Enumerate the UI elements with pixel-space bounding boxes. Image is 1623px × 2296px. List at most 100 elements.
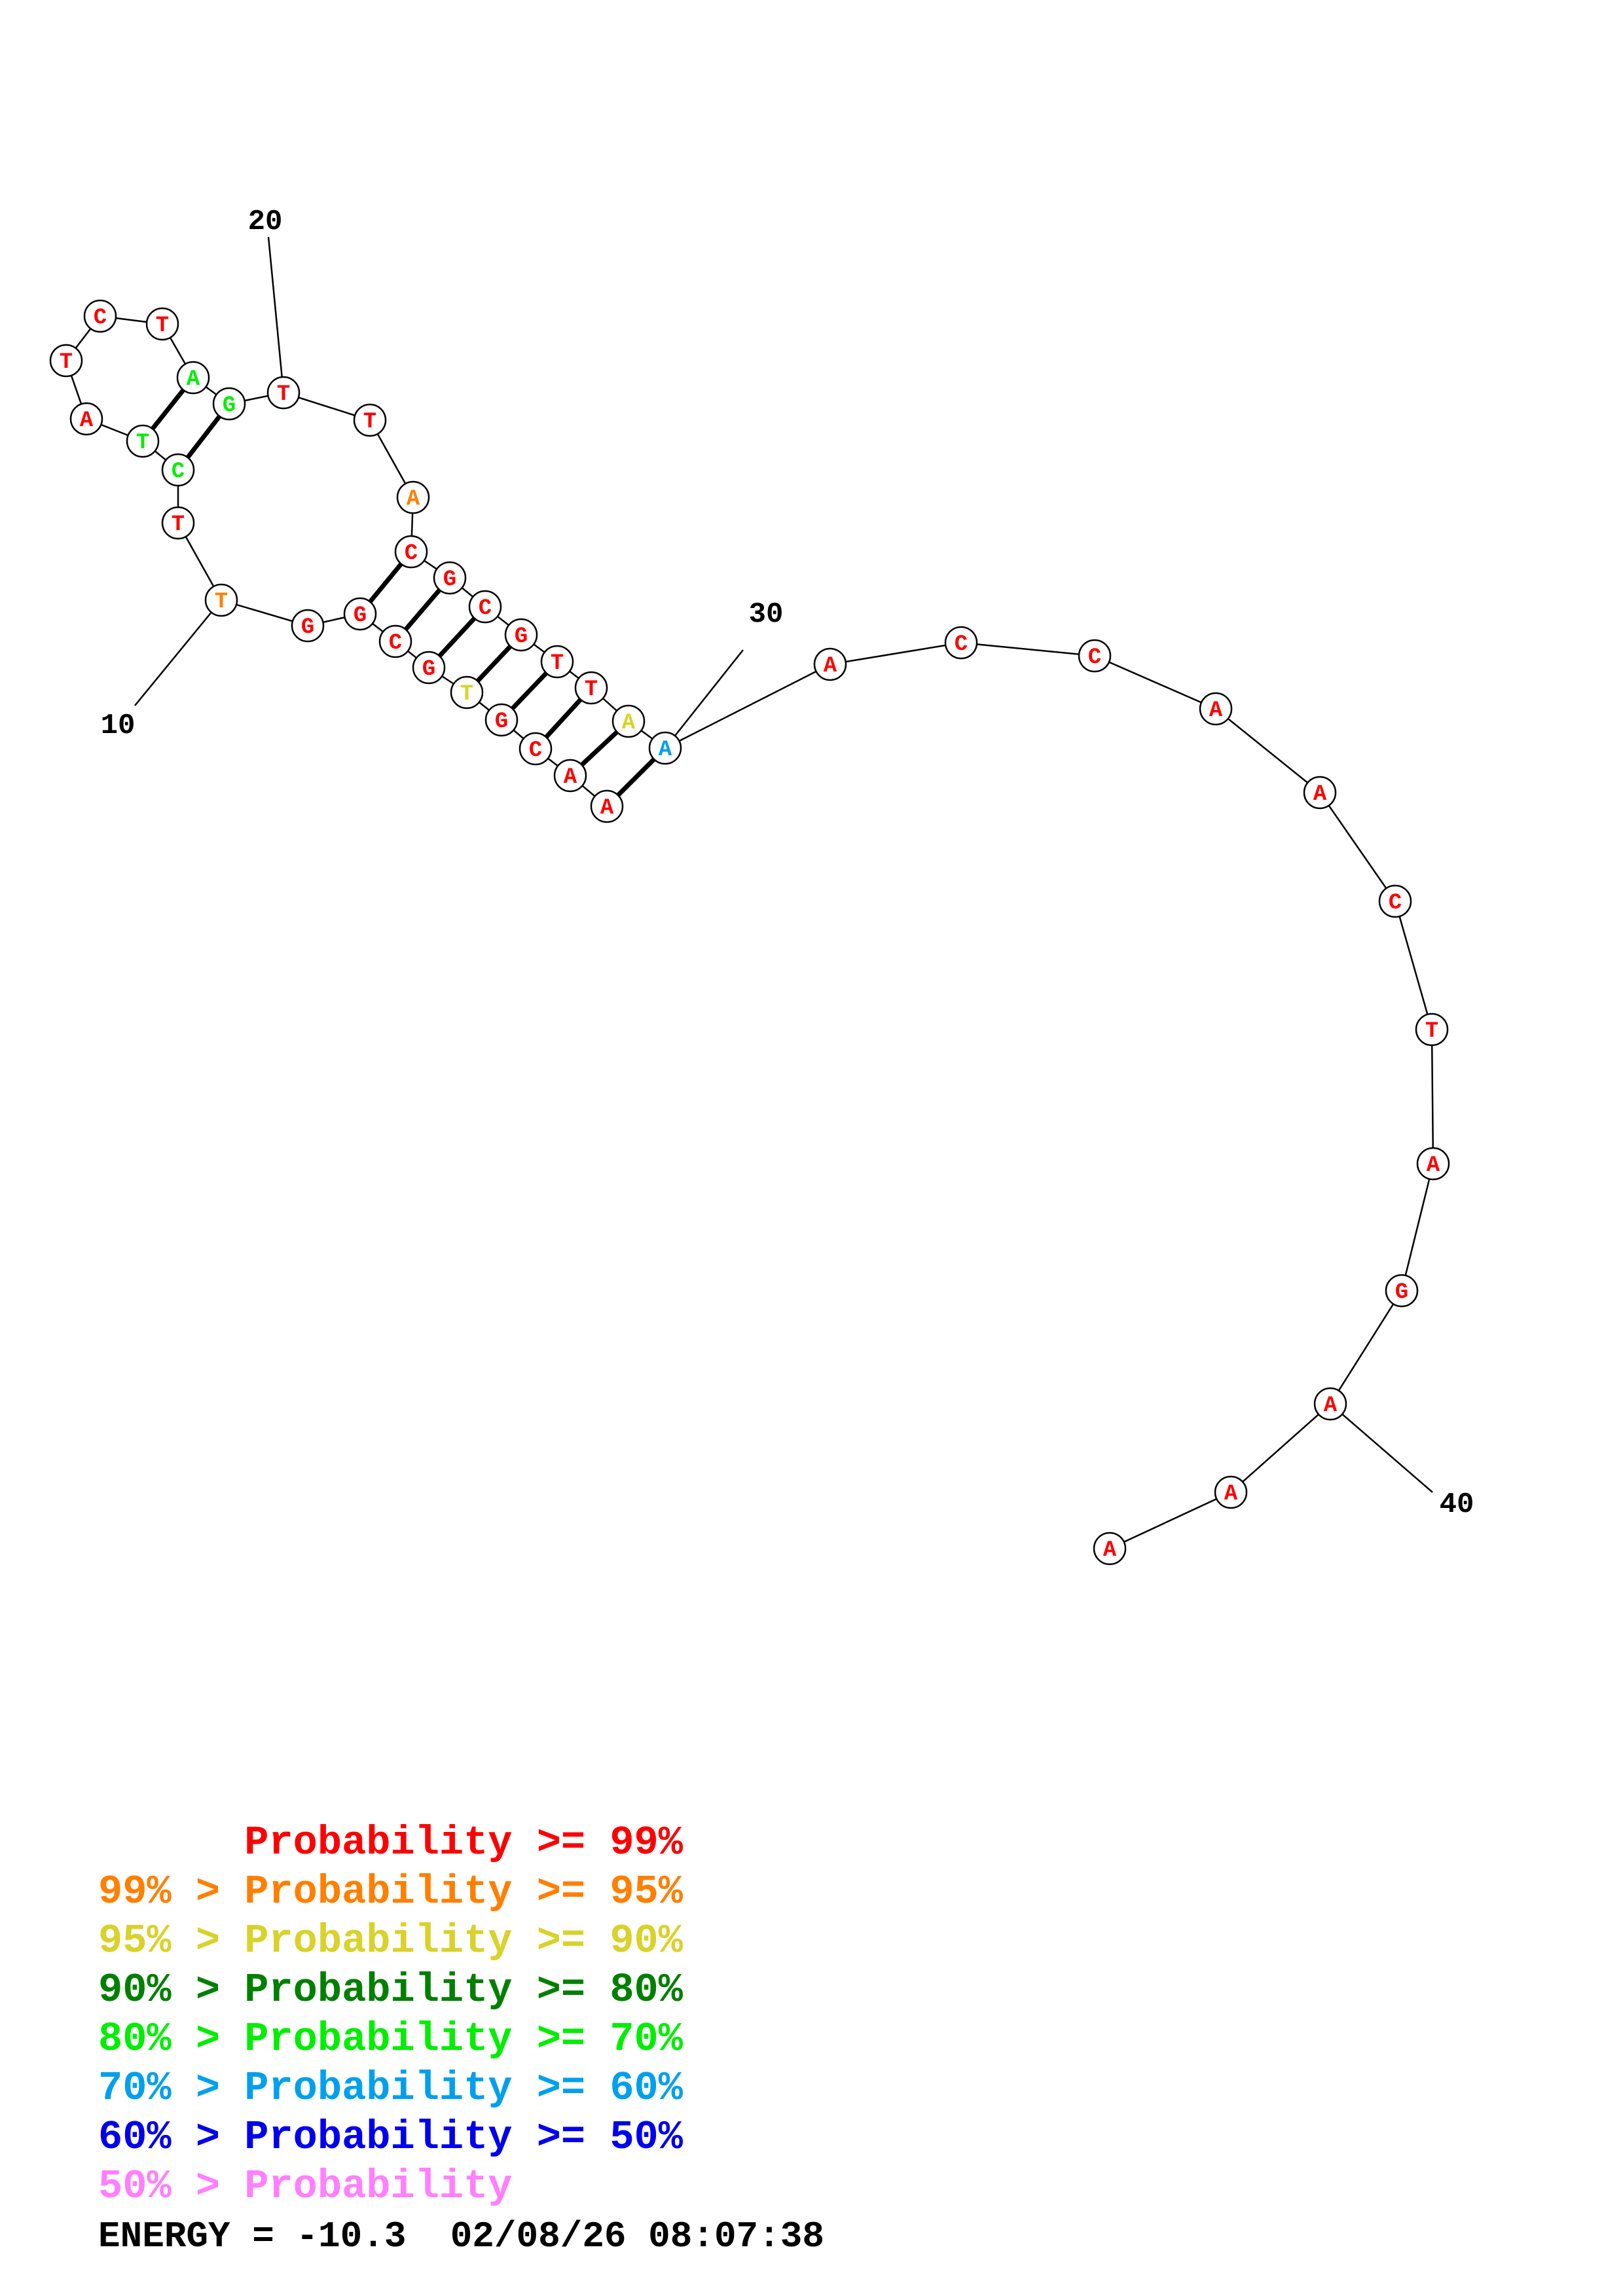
- base-pair-line: [403, 588, 442, 632]
- legend-text: Probability >= 50%: [244, 2114, 683, 2161]
- nucleotide-circle: [266, 376, 301, 410]
- nucleotide-circle: [574, 671, 608, 705]
- nucleotide: A: [396, 480, 430, 514]
- position-label: 10: [101, 709, 136, 742]
- position-tick-line: [267, 236, 285, 393]
- nucleotide-circle: [504, 618, 538, 652]
- nucleotide-base: G: [223, 393, 236, 418]
- nucleotide: C: [944, 626, 978, 660]
- nucleotide-base: G: [443, 567, 456, 592]
- backbone-segment: [1215, 708, 1321, 793]
- nucleotide-base: T: [460, 682, 473, 707]
- nucleotide: C: [1078, 639, 1112, 673]
- base-pair-line: [437, 617, 477, 658]
- legend-row: 90% > Probability >= 80%: [98, 1965, 683, 2015]
- nucleotide: A: [1214, 1475, 1248, 1509]
- base-pair-line: [616, 757, 656, 797]
- base-pair-line: [544, 698, 583, 739]
- nucleotide: A: [1199, 692, 1233, 726]
- nucleotide-base: A: [407, 487, 420, 512]
- nucleotide: A: [553, 759, 587, 793]
- nucleotide: C: [468, 590, 502, 624]
- nucleotide-circle: [1313, 1387, 1347, 1421]
- nucleotide-base: A: [622, 711, 636, 736]
- legend-row: 99% > Probability >= 95%: [98, 1867, 683, 1916]
- position-tick-line: [134, 600, 222, 706]
- nucleotide-circle: [590, 789, 624, 823]
- legend-prefix: 90% >: [98, 1967, 245, 2013]
- nucleotide-base: A: [659, 738, 672, 762]
- nucleotide-base: T: [277, 382, 290, 407]
- probability-legend: Probability >= 99% 99% > Probability >= 9…: [98, 1818, 683, 2211]
- nucleotide-circle: [1303, 776, 1337, 810]
- nucleotide-circle: [412, 651, 446, 685]
- nucleotide: T: [1415, 1013, 1449, 1047]
- nucleotide: T: [450, 675, 484, 709]
- nucleotide-base: T: [136, 431, 149, 456]
- legend-prefix: 95% >: [98, 1918, 245, 1964]
- nucleotide-base: T: [551, 651, 564, 676]
- nucleotide-base: A: [1313, 782, 1327, 807]
- backbone-segment: [1431, 1029, 1434, 1164]
- nucleotide: G: [433, 561, 467, 595]
- nucleotide-base: C: [405, 541, 418, 566]
- nucleotide: G: [412, 651, 446, 685]
- nucleotide-circle: [394, 535, 428, 569]
- nucleotide-circle: [161, 506, 195, 540]
- nucleotide-base: T: [156, 314, 169, 338]
- nucleotide-base: A: [1427, 1153, 1440, 1178]
- nucleotide: T: [126, 424, 160, 458]
- nucleotide: A: [1093, 1532, 1127, 1566]
- backbone-segment: [1319, 792, 1396, 902]
- nucleotide-base: C: [955, 632, 968, 657]
- nucleotide-base: T: [215, 590, 228, 615]
- nucleotide: T: [574, 671, 608, 705]
- nucleotide-base: A: [564, 765, 577, 790]
- legend-row: 70% > Probability >= 60%: [98, 2064, 683, 2113]
- nucleotide: G: [504, 618, 538, 652]
- nucleotide: G: [343, 597, 377, 631]
- nucleotide-circle: [540, 645, 574, 679]
- nucleotide: C: [161, 453, 195, 487]
- nucleotide-base: A: [187, 367, 200, 392]
- base-pair-line: [185, 414, 222, 459]
- nucleotide-circle: [1415, 1013, 1449, 1047]
- nucleotide-circle: [126, 424, 160, 458]
- nucleotide-circle: [1385, 1274, 1419, 1308]
- legend-text: Probability >= 60%: [244, 2065, 683, 2111]
- nucleotide-base: T: [1425, 1019, 1438, 1044]
- position-tick-line: [665, 649, 744, 749]
- backbone-segment: [960, 641, 1095, 657]
- base-pair-line: [368, 562, 403, 603]
- nucleotide: C: [1378, 884, 1412, 918]
- nucleotide-base: A: [1103, 1538, 1117, 1563]
- nucleotide-base: T: [60, 350, 73, 375]
- nucleotide-base: C: [172, 459, 185, 484]
- nucleotide: A: [1313, 1387, 1347, 1421]
- legend-prefix: 50% >: [98, 2163, 245, 2210]
- nucleotide-circle: [353, 403, 387, 437]
- position-ticks: 10 20 30 40: [101, 206, 1474, 1521]
- nucleotide-circle: [813, 647, 847, 681]
- nucleotide: T: [161, 506, 195, 540]
- legend-row: 60% > Probability >= 50%: [98, 2113, 683, 2162]
- base-pair-line: [580, 730, 619, 767]
- nucleotide-circle: [291, 609, 325, 643]
- nucleotide-circle: [484, 703, 519, 737]
- nucleotide-circle: [176, 361, 210, 395]
- backbone-segment: [665, 663, 831, 749]
- nucleotide: A: [1303, 776, 1337, 810]
- nucleotide-base: A: [80, 408, 94, 433]
- nucleotide-circle: [944, 626, 978, 660]
- backbone-segment: [1109, 1491, 1231, 1550]
- backbone-segment: [830, 641, 962, 666]
- nucleotide-base: A: [1224, 1482, 1238, 1507]
- backbone-lines: [65, 315, 1434, 1550]
- nucleotide-base: G: [1395, 1280, 1408, 1305]
- nucleotide: A: [1416, 1147, 1450, 1181]
- legend-prefix: [98, 1820, 244, 1866]
- nucleotide: C: [394, 535, 428, 569]
- legend-prefix: 70% >: [98, 2065, 245, 2111]
- nucleotide: T: [204, 583, 238, 617]
- position-label: 20: [248, 206, 283, 238]
